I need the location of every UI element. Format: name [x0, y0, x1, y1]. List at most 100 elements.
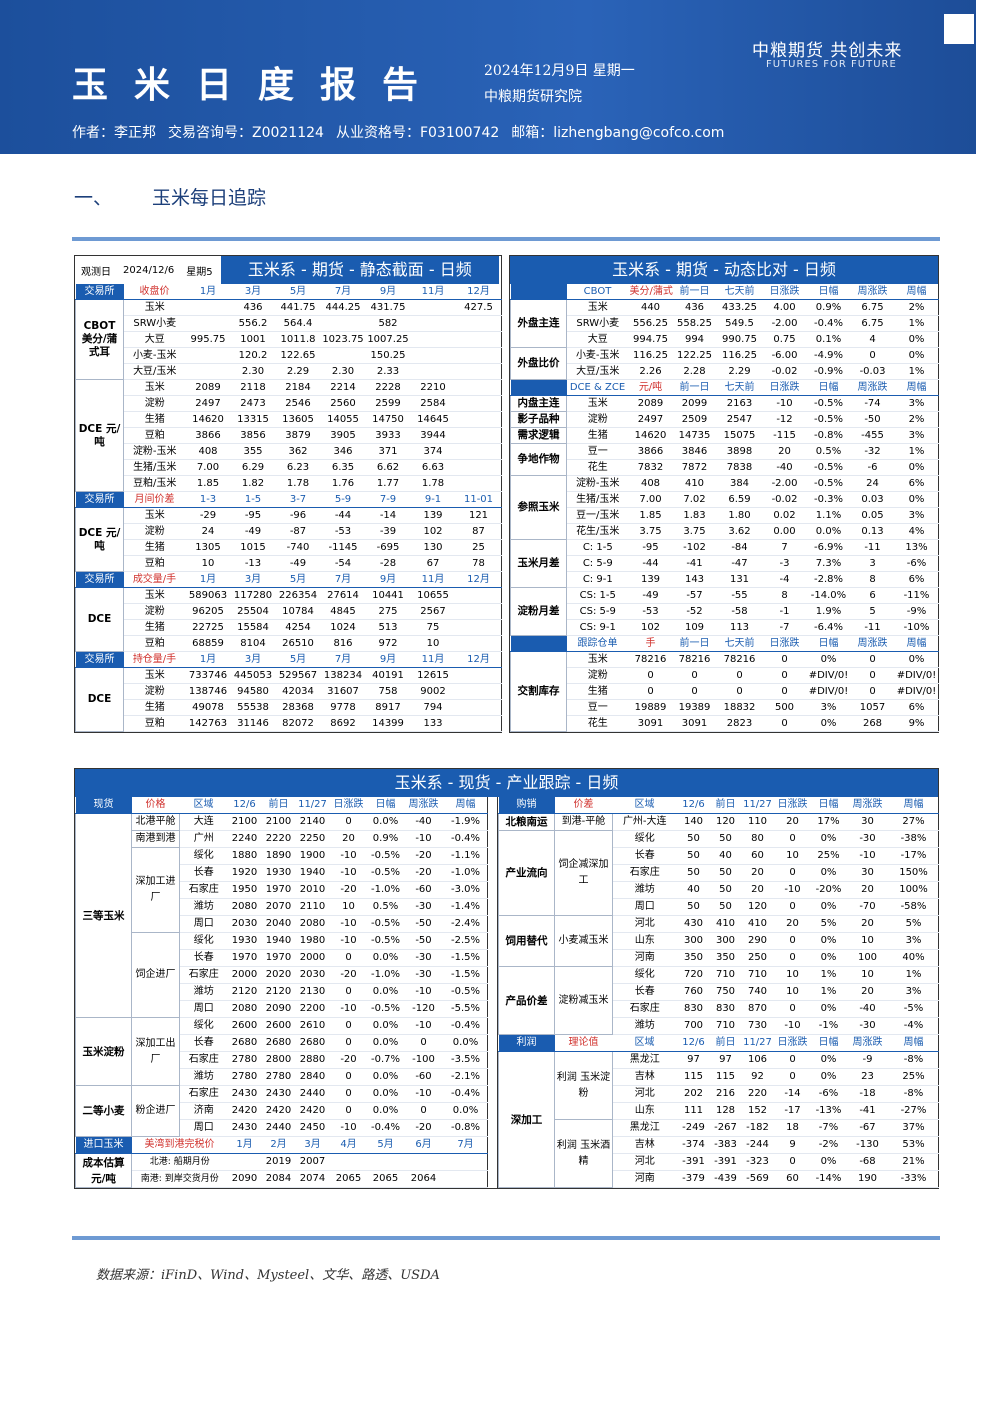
value-cell: 430 — [676, 915, 711, 933]
value-cell: 0.0% — [367, 1085, 404, 1103]
row-label: 石家庄 — [179, 1085, 228, 1103]
value-cell — [455, 363, 502, 380]
value-cell — [227, 1153, 262, 1171]
value-cell: -49 — [275, 555, 321, 572]
value-cell: 2823 — [716, 715, 763, 732]
value-cell: -1.0% — [367, 881, 404, 899]
value-cell: 0 — [329, 813, 368, 831]
group-label: 北粮南运 — [498, 813, 555, 831]
value-cell: 3866 — [185, 427, 231, 444]
value-cell: -0.02 — [762, 363, 807, 380]
data-row: 产品价差 淀粉减玉米 绥化 720 710 710 10 1% 10 1% — [498, 966, 939, 1035]
data-row: 花生 7832 7872 7838 -40 -0.5% -6 0% — [511, 459, 939, 476]
value-cell: 0% — [810, 898, 847, 916]
value-cell: -9% — [894, 603, 939, 620]
group-label: 淀粉月差 — [510, 587, 567, 636]
value-cell: 106 — [740, 1051, 775, 1069]
group-label: 内盘主连 — [510, 395, 567, 412]
header-cell: 5月 — [367, 1137, 404, 1154]
value-cell: 14399 — [365, 715, 411, 732]
value-cell: 710 — [740, 966, 775, 984]
data-row: CS: 9-1 102 109 113 -7 -6.4% -11 -10% — [511, 619, 939, 636]
header-cell: 4月 — [329, 1137, 368, 1154]
value-cell: 128 — [710, 1102, 741, 1120]
value-cell: 2064 — [403, 1170, 444, 1188]
value-cell: 10 — [846, 932, 889, 950]
value-cell: 0% — [806, 651, 851, 668]
row-label: 玉米 — [566, 395, 629, 412]
value-cell: 2074 — [295, 1170, 330, 1188]
row-label: 大豆/玉米 — [566, 363, 629, 380]
value-cell: 5% — [810, 915, 847, 933]
value-cell: 2110 — [295, 898, 330, 916]
value-cell: 1940 — [295, 864, 330, 882]
value-cell: 1.77 — [365, 475, 411, 492]
value-cell: 100 — [846, 949, 889, 967]
value-cell: -267 — [710, 1119, 741, 1137]
group-label: 参照玉米 — [510, 475, 567, 540]
value-cell: -30 — [403, 949, 444, 967]
value-cell: 109 — [672, 619, 717, 636]
obs-date: 2024/12/6 — [123, 264, 175, 276]
row-label: C: 1-5 — [566, 539, 629, 556]
value-cell: -1 — [762, 603, 807, 620]
value-cell: 14620 — [628, 427, 673, 444]
value-cell: 0 — [850, 683, 895, 700]
value-cell: 1890 — [261, 847, 296, 865]
value-cell: 6.75 — [850, 299, 895, 316]
row-label: 周口 — [612, 898, 677, 916]
header-cell: 区域 — [612, 797, 677, 814]
row-label: 潍坊 — [179, 898, 228, 916]
value-cell: 18 — [774, 1119, 811, 1137]
value-cell: 7.00 — [185, 459, 231, 476]
value-cell: -41 — [672, 555, 717, 572]
header-cell: 12/6 — [676, 1034, 711, 1052]
value-cell: 25% — [888, 1068, 939, 1086]
value-cell: 2.30 — [320, 363, 366, 380]
value-cell: 582 — [365, 315, 411, 332]
value-cell — [455, 715, 502, 732]
header-cell: 11/27 — [740, 1034, 775, 1052]
value-cell: -100 — [403, 1051, 444, 1069]
value-cell: 14645 — [410, 411, 456, 428]
value-cell: 0.0% — [367, 1068, 404, 1086]
row-label: 淀粉 — [123, 603, 186, 620]
header-row: 交易所 持仓量/手 1月 3月 5月 7月 9月 11月 12月 — [75, 651, 502, 668]
value-cell: 3879 — [275, 427, 321, 444]
value-cell: 3905 — [320, 427, 366, 444]
license: 从业资格号：F03100742 — [335, 125, 500, 141]
row-label: 潍坊 — [179, 1068, 228, 1086]
value-cell: -39 — [365, 523, 411, 540]
header-cell — [510, 379, 567, 396]
value-cell: 2509 — [672, 411, 717, 428]
row-label: 济南 — [179, 1102, 228, 1120]
value-cell — [443, 1153, 488, 1171]
value-cell: -2.8% — [806, 571, 851, 588]
value-cell: 2007 — [295, 1153, 330, 1171]
value-cell — [403, 1153, 444, 1171]
row-label: 河北 — [612, 1153, 677, 1171]
header-cell: 7月 — [320, 284, 366, 300]
value-cell: 500 — [762, 699, 807, 716]
value-cell — [410, 299, 456, 316]
value-cell: 1.82 — [230, 475, 276, 492]
value-cell: 1015 — [230, 539, 276, 556]
row-label: 长春 — [612, 983, 677, 1001]
value-cell: 116.25 — [716, 347, 763, 364]
row-label: 山东 — [612, 932, 677, 950]
value-cell: -0.4% — [443, 1017, 488, 1035]
value-cell: 10784 — [275, 603, 321, 620]
value-cell: 1970 — [261, 949, 296, 967]
value-cell: 0.0% — [367, 813, 404, 831]
header-cell: 5月 — [275, 571, 321, 588]
value-cell: -10 — [329, 847, 368, 865]
data-row: 生猪 1305 1015 -740 -1145 -695 130 25 — [76, 539, 502, 556]
header-cell: 3月 — [230, 571, 276, 588]
value-cell: 1.78 — [275, 475, 321, 492]
data-row: 交割库存 玉米 78216 78216 78216 0 0% 0 0% — [510, 651, 939, 732]
value-cell: -0.5% — [367, 847, 404, 865]
value-cell: 6 — [850, 587, 895, 604]
value-cell: 2220 — [261, 830, 296, 848]
header-cell: 1月 — [185, 651, 231, 668]
value-cell: 2140 — [295, 813, 330, 831]
